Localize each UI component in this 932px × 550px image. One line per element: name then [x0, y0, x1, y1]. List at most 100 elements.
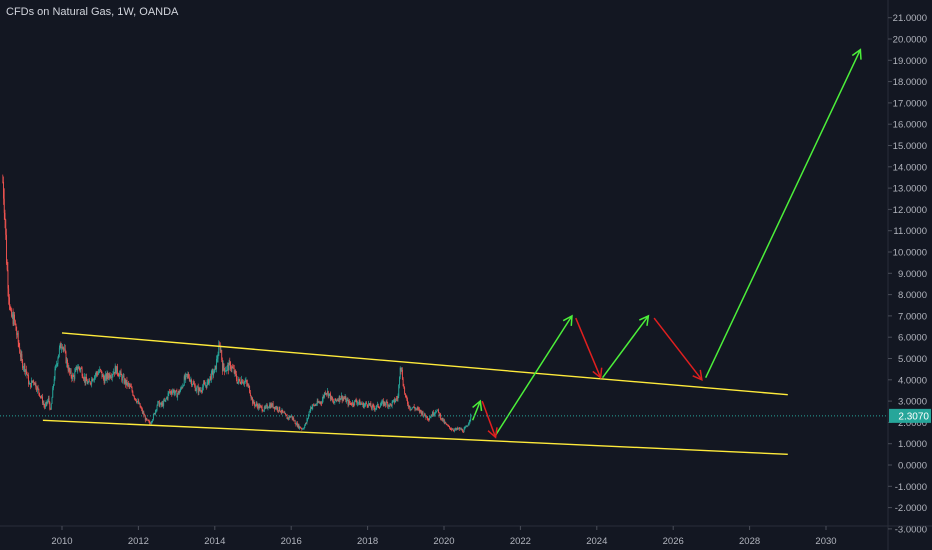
candle-body: [55, 364, 57, 366]
candle-body: [105, 374, 107, 378]
candle-body: [9, 306, 11, 310]
candle-body: [187, 374, 189, 376]
channel-upper-line[interactable]: [61, 332, 788, 396]
candle-body: [377, 403, 379, 408]
arrow-down[interactable]: [653, 317, 703, 382]
candle-body: [396, 398, 398, 400]
candle-body: [157, 401, 159, 406]
candle-body: [11, 314, 13, 317]
candle-body: [107, 373, 109, 377]
candle-body: [292, 418, 294, 419]
candle-body: [178, 391, 180, 394]
candle-body: [335, 399, 337, 401]
candle-body: [243, 382, 245, 384]
candle-body: [102, 375, 104, 379]
candle-body: [138, 403, 140, 404]
arrow-up[interactable]: [471, 399, 483, 421]
candle-body: [376, 403, 378, 406]
candle-body: [290, 416, 292, 418]
candle-body: [94, 376, 96, 380]
candle-body: [401, 370, 403, 371]
candle-body: [58, 354, 60, 359]
arrow-up[interactable]: [601, 314, 650, 379]
candle-body: [249, 392, 251, 396]
candle-body: [172, 390, 174, 392]
candle-body: [446, 423, 447, 425]
candle-body: [350, 403, 352, 405]
y-tick-label: 17.0000: [893, 98, 927, 109]
candle-body: [143, 412, 145, 416]
candle-body: [194, 384, 195, 386]
candle-body: [261, 406, 263, 411]
candle-body: [437, 409, 439, 411]
candle-body: [40, 396, 42, 398]
candle-body: [84, 376, 86, 383]
arrow-up-shaft: [601, 315, 649, 379]
candle-body: [122, 376, 124, 377]
candle-body: [22, 367, 24, 369]
x-tick-label: 2016: [281, 536, 302, 547]
candle-body: [461, 429, 463, 431]
channel-lower-line[interactable]: [42, 419, 788, 456]
candle-body: [251, 397, 253, 399]
candle-body: [65, 351, 67, 364]
candle-body: [429, 418, 431, 420]
candle-body: [254, 403, 256, 406]
candle-body: [46, 401, 48, 404]
candle-body: [174, 392, 176, 394]
y-tick-label: 16.0000: [893, 120, 927, 131]
candle-body: [24, 364, 26, 372]
candle-body: [252, 400, 254, 404]
candle-body: [373, 405, 375, 408]
candle-body: [185, 374, 187, 380]
arrow-up[interactable]: [494, 314, 573, 436]
candle-body: [463, 428, 465, 433]
price-axis[interactable]: -3.0000 -2.0000 -1.0000 0.0000 1.0000 2.0000 3…: [887, 0, 927, 550]
candle-body: [86, 377, 87, 382]
candle-body: [357, 402, 359, 404]
candle-body: [383, 401, 385, 406]
candle-body: [412, 407, 414, 409]
candle-body: [302, 428, 304, 430]
candle-body: [150, 422, 152, 424]
candle-body: [60, 343, 62, 349]
candle-body: [92, 379, 94, 382]
candle-body: [310, 407, 312, 411]
candle-body: [211, 370, 213, 372]
y-tick-label: 8.0000: [898, 290, 927, 301]
candle-body: [224, 370, 226, 372]
candle-body: [90, 383, 92, 385]
candle-body: [468, 423, 469, 426]
candle-body: [392, 400, 394, 402]
candle-body: [293, 418, 295, 421]
time-axis[interactable]: 2010 2012 2014 2016 2018 2020 2022 2024 2026 2028…: [0, 525, 932, 547]
channel-lines: [42, 332, 788, 456]
arrow-down[interactable]: [481, 400, 498, 439]
candle-body: [321, 399, 323, 404]
candle-body: [271, 403, 273, 407]
candle-body: [381, 401, 383, 405]
candle-body: [184, 376, 186, 380]
candle-body: [127, 383, 129, 385]
candle-body: [431, 415, 433, 417]
candle-body: [68, 368, 70, 371]
y-tick-label: 14.0000: [893, 162, 927, 173]
candle-body: [405, 395, 407, 397]
arrow-up[interactable]: [704, 48, 862, 378]
candle-body: [408, 405, 410, 407]
candle-body: [259, 405, 261, 408]
arrow-down-shaft: [481, 400, 497, 438]
candle-body: [460, 428, 461, 430]
candle-body: [255, 404, 256, 406]
candle-body: [147, 419, 149, 421]
candle-body: [25, 369, 27, 372]
candle-body: [410, 409, 412, 410]
candle-body: [425, 416, 427, 418]
candle-body: [227, 364, 229, 371]
candle-body: [456, 427, 458, 430]
arrow-down[interactable]: [575, 317, 603, 380]
candle-body: [228, 361, 230, 371]
candle-body: [245, 380, 247, 382]
candle-body: [465, 426, 467, 428]
